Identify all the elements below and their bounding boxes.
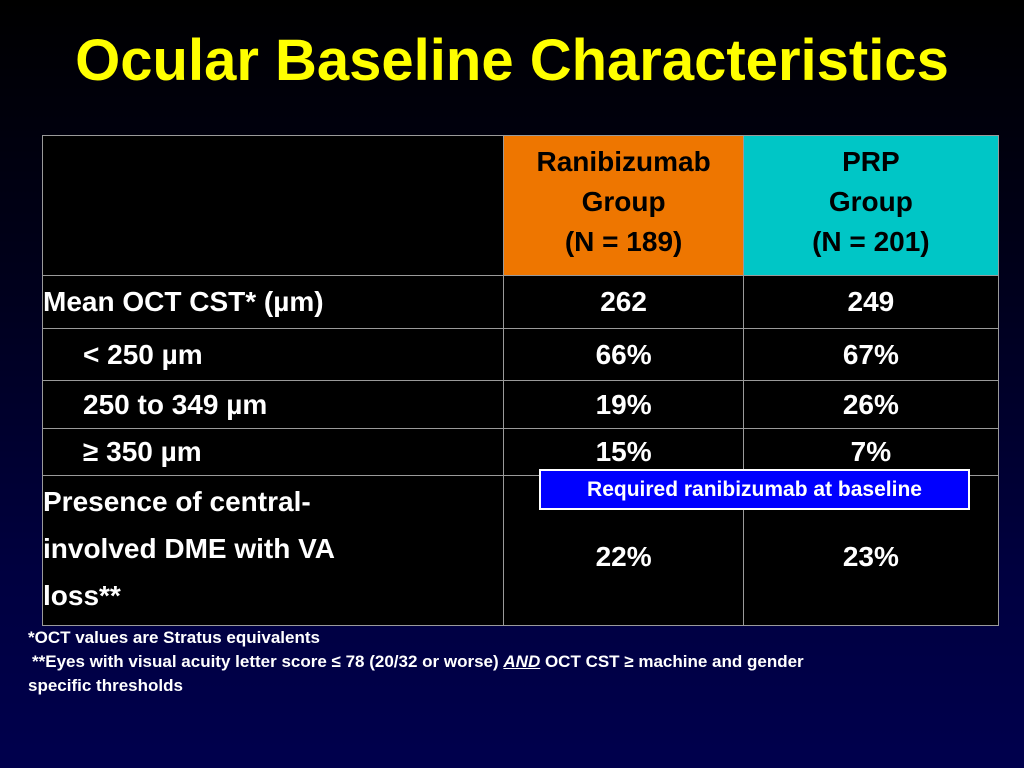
- header-empty-cell: [41, 135, 505, 276]
- header-line: Ranibizumab: [536, 146, 711, 177]
- footnote-text: **Eyes with visual acuity letter score ≤…: [32, 652, 504, 671]
- footnotes: *OCT values are Stratus equivalents **Ey…: [28, 626, 988, 698]
- row-label: Mean OCT CST* (µm): [41, 275, 505, 329]
- row-label-line: involved DME with VA: [43, 533, 335, 564]
- ranibizumab-group-header: Ranibizumab Group (N = 189): [503, 135, 744, 276]
- footnote-and-emphasis: AND: [503, 652, 541, 671]
- footnote-oct-stratus: *OCT values are Stratus equivalents: [28, 628, 320, 647]
- row-label: < 250 µm: [41, 328, 505, 381]
- prp-value: 26%: [742, 380, 1000, 429]
- header-line: PRP: [842, 146, 900, 177]
- header-line: Group: [581, 186, 666, 217]
- footnote-va-loss: **Eyes with visual acuity letter score ≤…: [28, 650, 988, 674]
- prp-group-header: PRP Group (N = 201): [742, 135, 1000, 276]
- header-line: (N = 189): [564, 226, 683, 257]
- ranibizumab-value: 19%: [503, 380, 744, 429]
- ranibizumab-value: 66%: [503, 328, 744, 381]
- footnote-thresholds: specific thresholds: [28, 676, 183, 695]
- ranibizumab-value: 15%: [503, 428, 744, 476]
- table-row: Mean OCT CST* (µm) 262 249: [41, 275, 1000, 329]
- ranibizumab-value: 262: [503, 275, 744, 329]
- prp-value: 67%: [742, 328, 1000, 381]
- table-row: 250 to 349 µm 19% 26%: [41, 380, 1000, 429]
- footnote-text: OCT CST ≥ machine and gender: [540, 652, 804, 671]
- slide-title: Ocular Baseline Characteristics: [75, 28, 949, 93]
- row-label: ≥ 350 µm: [41, 428, 505, 476]
- header-line: (N = 201): [812, 226, 930, 257]
- prp-value: 249: [742, 275, 1000, 329]
- table-row: ≥ 350 µm 15% 7%: [41, 428, 1000, 476]
- baseline-ranibizumab-callout: Required ranibizumab at baseline: [539, 469, 970, 510]
- row-label-line: Presence of central-: [43, 486, 311, 517]
- header-line: Group: [828, 186, 913, 217]
- table-header-row: Ranibizumab Group (N = 189) PRP Group (N…: [41, 135, 1000, 276]
- table-row: < 250 µm 66% 67%: [41, 328, 1000, 381]
- baseline-characteristics-table: Ranibizumab Group (N = 189) PRP Group (N…: [41, 135, 1000, 626]
- row-label: 250 to 349 µm: [41, 380, 505, 429]
- row-label-line: loss**: [43, 580, 121, 611]
- row-label: Presence of central- involved DME with V…: [41, 475, 505, 626]
